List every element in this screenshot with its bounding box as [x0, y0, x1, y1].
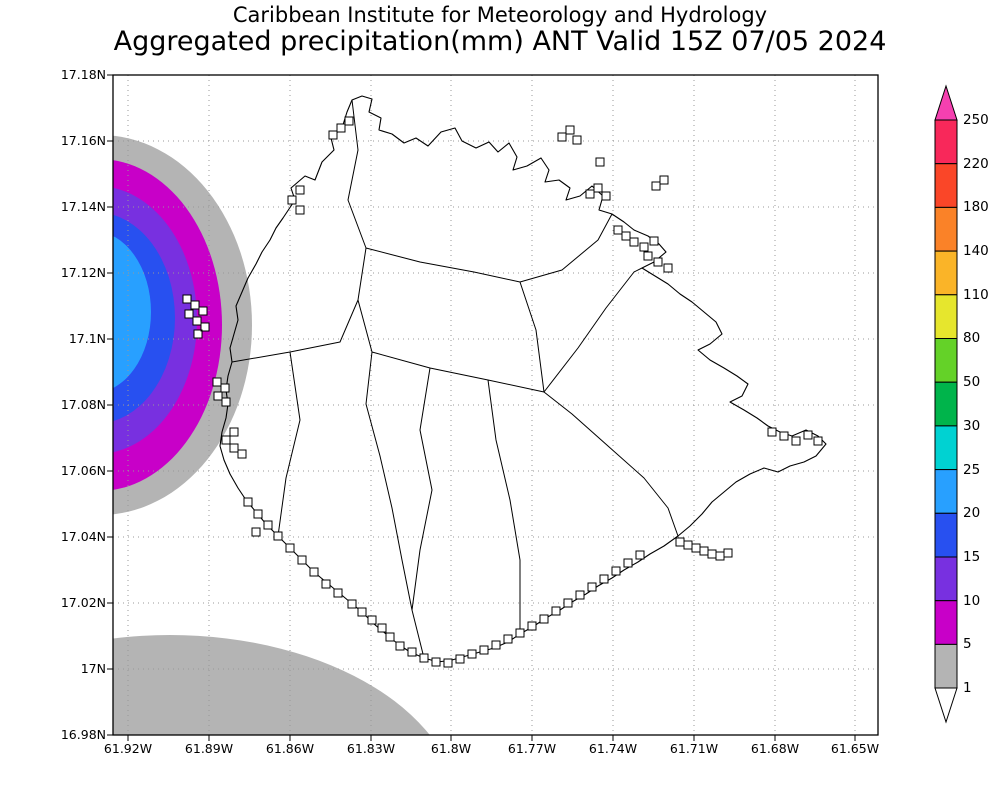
x-axis-label: 61.86W	[265, 741, 315, 756]
y-axis-label: 17.02N	[60, 595, 106, 610]
colorbar-label: 25	[963, 462, 981, 478]
colorbar-segment	[934, 381, 958, 427]
colorbar-segment	[934, 163, 958, 208]
colorbar-segment	[934, 643, 958, 689]
x-axis-label: 61.68W	[750, 741, 800, 756]
x-axis-label: 61.65W	[830, 741, 880, 756]
colorbar-segment	[934, 250, 958, 296]
precip-contour-20-25	[113, 235, 151, 389]
colorbar-label: 110	[963, 287, 989, 303]
y-axis-label: 17.18N	[60, 67, 106, 82]
colorbar-segment	[934, 338, 958, 383]
x-axis-label: 61.8W	[430, 741, 472, 756]
colorbar-label: 250	[963, 112, 989, 128]
y-axis-label: 17.16N	[60, 133, 106, 148]
colorbar-label: 220	[963, 156, 989, 172]
colorbar-segment	[934, 294, 958, 339]
colorbar-segment	[934, 556, 958, 602]
x-axis-label: 61.89W	[184, 741, 234, 756]
precipitation-shading	[113, 135, 430, 735]
colorbar-label: 5	[963, 636, 972, 652]
product-title: Aggregated precipitation(mm) ANT Valid 1…	[113, 26, 887, 57]
colorbar-label: 30	[963, 418, 981, 434]
colorbar-label: 1	[963, 680, 972, 696]
colorbar-label: 20	[963, 505, 981, 521]
colorbar-label: 140	[963, 243, 989, 259]
antigua-map	[182, 95, 827, 668]
x-axis-label: 61.77W	[507, 741, 557, 756]
grid-lines	[113, 75, 878, 735]
colorbar-segment	[934, 600, 958, 645]
precip-contour-15-20	[113, 214, 175, 422]
coastal-grid-cells	[182, 116, 823, 668]
y-axis-label: 17.1N	[68, 331, 106, 346]
colorbar-segment	[934, 206, 958, 252]
x-axis-label: 61.71W	[669, 741, 719, 756]
colorbar-label: 10	[963, 593, 981, 609]
institution-title: Caribbean Institute for Meteorology and …	[232, 3, 768, 27]
colorbar-segment	[934, 469, 958, 514]
colorbar-under-arrow	[934, 687, 958, 724]
y-axis-label: 17.04N	[60, 529, 106, 544]
y-axis-label: 17.12N	[60, 265, 106, 280]
antigua-coastline	[219, 95, 827, 663]
parish-boundaries	[231, 99, 679, 659]
colorbar-over-arrow	[934, 84, 958, 121]
colorbar-label: 15	[963, 549, 981, 565]
colorbar-label: 180	[963, 199, 989, 215]
x-axis-label: 61.92W	[103, 741, 153, 756]
y-axis-label: 16.98N	[60, 727, 106, 742]
axis-tick-marks	[107, 74, 856, 741]
precip-southwest-patch	[113, 635, 430, 735]
x-axis-label: 61.74W	[588, 741, 638, 756]
colorbar	[934, 84, 958, 724]
x-axis-label: 61.83W	[346, 741, 396, 756]
colorbar-label: 80	[963, 330, 981, 346]
y-axis-label: 17N	[80, 661, 106, 676]
y-axis-label: 17.06N	[60, 463, 106, 478]
colorbar-segment	[934, 119, 958, 165]
colorbar-segment	[934, 512, 958, 558]
colorbar-segment	[934, 425, 958, 471]
y-axis-label: 17.14N	[60, 199, 106, 214]
colorbar-label: 50	[963, 374, 981, 390]
y-axis-label: 17.08N	[60, 397, 106, 412]
